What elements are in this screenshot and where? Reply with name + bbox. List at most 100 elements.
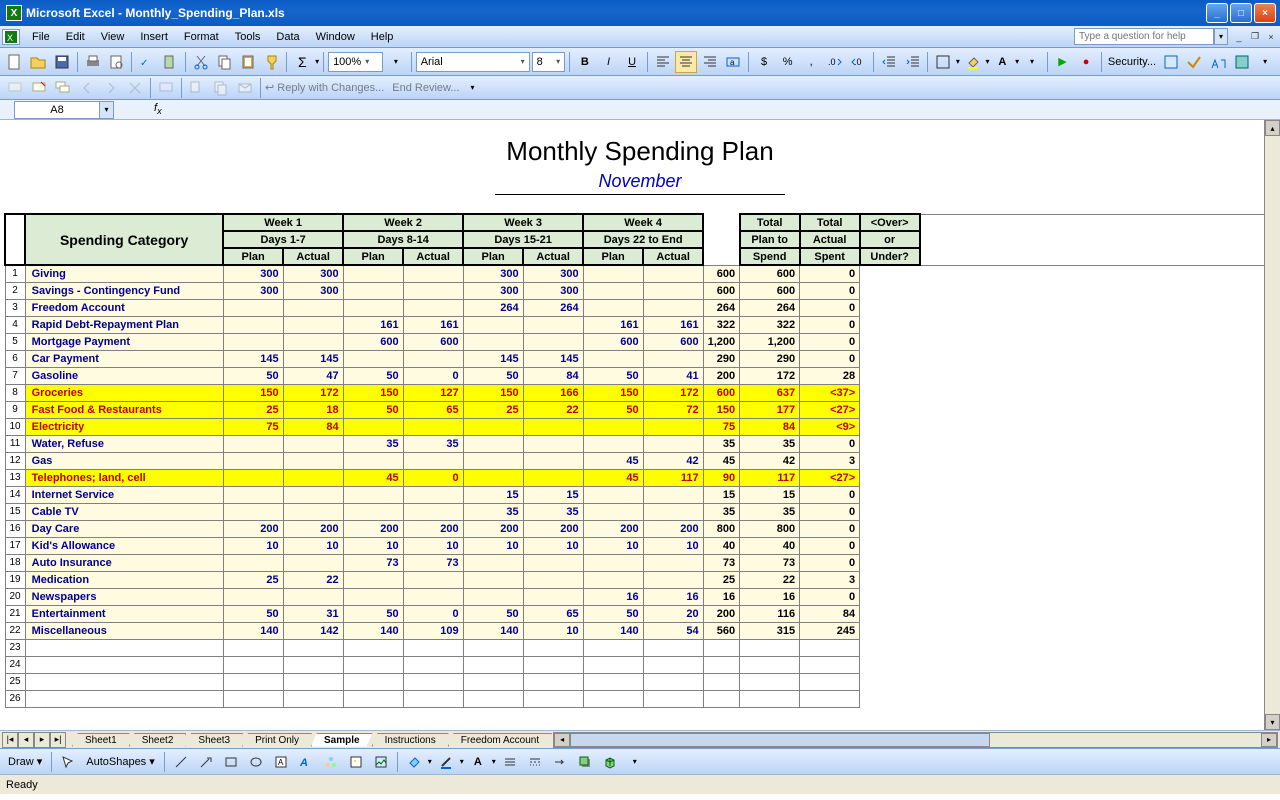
table-row[interactable]: 4Rapid Debt-Repayment Plan16116116116132…	[5, 316, 1270, 333]
vertical-scrollbar[interactable]: ▴ ▾	[1264, 120, 1280, 730]
delete-comment-button[interactable]	[124, 77, 146, 99]
copy-button[interactable]	[214, 51, 236, 73]
help-dropdown[interactable]: ▾	[1214, 28, 1228, 45]
table-row[interactable]: 12Gas454245423	[5, 452, 1270, 469]
design-mode-button[interactable]	[1207, 51, 1229, 73]
table-row[interactable]: 7Gasoline50475005084504120017228	[5, 367, 1270, 384]
end-review-button[interactable]: End Review...	[392, 82, 459, 94]
table-row[interactable]: 13Telephones; land, cell4504511790117<27…	[5, 469, 1270, 486]
font-combo[interactable]: Arial▾	[416, 52, 530, 72]
font-color-draw-button[interactable]: A	[467, 751, 489, 773]
font-size-combo[interactable]: 8▾	[532, 52, 566, 72]
merge-center-button[interactable]: a	[723, 51, 745, 73]
wordart-button[interactable]: A	[295, 751, 317, 773]
scroll-right-button[interactable]: ▸	[1261, 733, 1277, 747]
table-row[interactable]: 25	[5, 673, 1270, 690]
draw-menu[interactable]: Draw ▾	[4, 755, 46, 768]
new-comment-button[interactable]	[4, 77, 26, 99]
record-macro-button[interactable]: ●	[1075, 51, 1097, 73]
borders-dropdown[interactable]: ▾	[956, 57, 960, 66]
sheet-tab-print-only[interactable]: Print Only	[242, 733, 312, 747]
italic-button[interactable]: I	[598, 51, 620, 73]
doc-close-button[interactable]: ×	[1264, 30, 1278, 44]
tab-last-button[interactable]: ▸|	[50, 732, 66, 748]
shadow-button[interactable]	[574, 751, 596, 773]
menu-help[interactable]: Help	[363, 29, 402, 45]
table-row[interactable]: 9Fast Food & Restaurants2518506525225072…	[5, 401, 1270, 418]
percent-button[interactable]: %	[777, 51, 799, 73]
exit-design-button[interactable]	[1231, 51, 1253, 73]
table-row[interactable]: 10Electricity75847584<9>	[5, 418, 1270, 435]
help-search-input[interactable]	[1074, 28, 1214, 45]
menu-file[interactable]: File	[24, 29, 58, 45]
show-ink-button[interactable]	[155, 77, 177, 99]
vba-button[interactable]	[1160, 51, 1182, 73]
table-row[interactable]: 8Groceries150172150127150166150172600637…	[5, 384, 1270, 401]
menu-tools[interactable]: Tools	[227, 29, 269, 45]
line-style-button[interactable]	[499, 751, 521, 773]
name-box-dropdown[interactable]: ▾	[100, 101, 114, 119]
print-preview-button[interactable]	[105, 51, 127, 73]
table-row[interactable]: 15Cable TV353535350	[5, 503, 1270, 520]
update-file-button[interactable]	[210, 77, 232, 99]
table-row[interactable]: 21Entertainment50315005065502020011684	[5, 605, 1270, 622]
zoom-combo[interactable]: 100%▾	[328, 52, 383, 72]
table-row[interactable]: 22Miscellaneous1401421401091401014054560…	[5, 622, 1270, 639]
menu-view[interactable]: View	[93, 29, 133, 45]
show-comment-button[interactable]	[28, 77, 50, 99]
minimize-button[interactable]: _	[1206, 3, 1228, 23]
toolbar-options-2[interactable]: ▾	[1021, 51, 1043, 73]
line-color-button[interactable]	[435, 751, 457, 773]
run-macro-button[interactable]: ▶	[1052, 51, 1074, 73]
sheet-tab-sheet3[interactable]: Sheet3	[185, 733, 243, 747]
table-row[interactable]: 5Mortgage Payment6006006006001,2001,2000	[5, 333, 1270, 350]
align-left-button[interactable]	[652, 51, 674, 73]
diagram-button[interactable]	[320, 751, 342, 773]
scroll-left-button[interactable]: ◂	[554, 733, 570, 747]
sheet-tab-sample[interactable]: Sample	[311, 733, 373, 747]
font-color-draw-dropdown[interactable]: ▾	[492, 757, 496, 766]
dash-style-button[interactable]	[524, 751, 546, 773]
toolbar-options-4[interactable]: ▾	[462, 77, 484, 99]
send-review-button[interactable]	[234, 77, 256, 99]
font-color-button[interactable]: A	[992, 51, 1014, 73]
line-color-dropdown[interactable]: ▾	[460, 757, 464, 766]
paste-button[interactable]	[237, 51, 259, 73]
oval-button[interactable]	[245, 751, 267, 773]
toolbar-options-1[interactable]: ▾	[385, 51, 407, 73]
doc-minimize-button[interactable]: _	[1232, 30, 1246, 44]
hscroll-thumb[interactable]	[570, 733, 990, 747]
doc-restore-button[interactable]: ❐	[1248, 30, 1262, 44]
align-right-button[interactable]	[699, 51, 721, 73]
maximize-button[interactable]: □	[1230, 3, 1252, 23]
fill-color-button[interactable]	[962, 51, 984, 73]
menu-window[interactable]: Window	[308, 29, 363, 45]
bold-button[interactable]: B	[574, 51, 596, 73]
align-center-button[interactable]	[675, 51, 697, 73]
menu-format[interactable]: Format	[176, 29, 227, 45]
rectangle-button[interactable]	[220, 751, 242, 773]
tab-next-button[interactable]: ▸	[34, 732, 50, 748]
select-objects-button[interactable]	[57, 751, 79, 773]
arrow-style-button[interactable]	[549, 751, 571, 773]
sheet-tab-sheet2[interactable]: Sheet2	[129, 733, 187, 747]
font-color-dropdown[interactable]: ▾	[1015, 57, 1019, 66]
sheet-tab-instructions[interactable]: Instructions	[372, 733, 449, 747]
menu-data[interactable]: Data	[268, 29, 307, 45]
currency-button[interactable]: $	[753, 51, 775, 73]
menu-edit[interactable]: Edit	[58, 29, 93, 45]
name-box[interactable]	[14, 101, 100, 119]
worksheet-area[interactable]: Monthly Spending Plan November Spending …	[0, 120, 1280, 730]
table-row[interactable]: 26	[5, 690, 1270, 707]
reply-changes-button[interactable]: ↩ Reply with Changes...	[265, 81, 384, 94]
table-row[interactable]: 2Savings - Contingency Fund3003003003006…	[5, 282, 1270, 299]
table-row[interactable]: 16Day Care200200200200200200200200800800…	[5, 520, 1270, 537]
table-row[interactable]: 20Newspapers161616160	[5, 588, 1270, 605]
table-row[interactable]: 19Medication252225223	[5, 571, 1270, 588]
clipart-button[interactable]	[345, 751, 367, 773]
line-button[interactable]	[170, 751, 192, 773]
control-toolbox-button[interactable]	[1184, 51, 1206, 73]
scroll-down-button[interactable]: ▾	[1265, 714, 1280, 730]
next-comment-button[interactable]	[100, 77, 122, 99]
horizontal-scrollbar[interactable]: ◂ ▸	[553, 732, 1278, 748]
